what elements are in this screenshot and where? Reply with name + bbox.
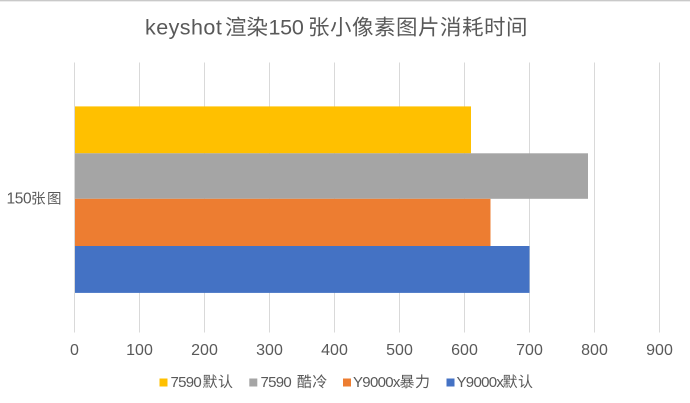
svg-text:7590: 7590	[171, 374, 202, 391]
svg-text:900: 900	[646, 342, 673, 359]
svg-text:150: 150	[7, 191, 32, 208]
svg-text:600: 600	[451, 342, 478, 359]
svg-text:200: 200	[191, 342, 218, 359]
svg-text:0: 0	[70, 342, 79, 359]
svg-text:300: 300	[256, 342, 283, 359]
svg-text:100: 100	[126, 342, 153, 359]
svg-text:7590: 7590	[261, 374, 292, 391]
svg-text:Y9000x: Y9000x	[457, 374, 505, 391]
svg-text:Y9000x: Y9000x	[353, 374, 401, 391]
svg-text:keyshot: keyshot	[145, 16, 222, 40]
svg-text:150: 150	[269, 16, 304, 40]
svg-text:500: 500	[386, 342, 413, 359]
svg-text:400: 400	[321, 342, 348, 359]
svg-text:700: 700	[516, 342, 543, 359]
svg-text:800: 800	[581, 342, 608, 359]
